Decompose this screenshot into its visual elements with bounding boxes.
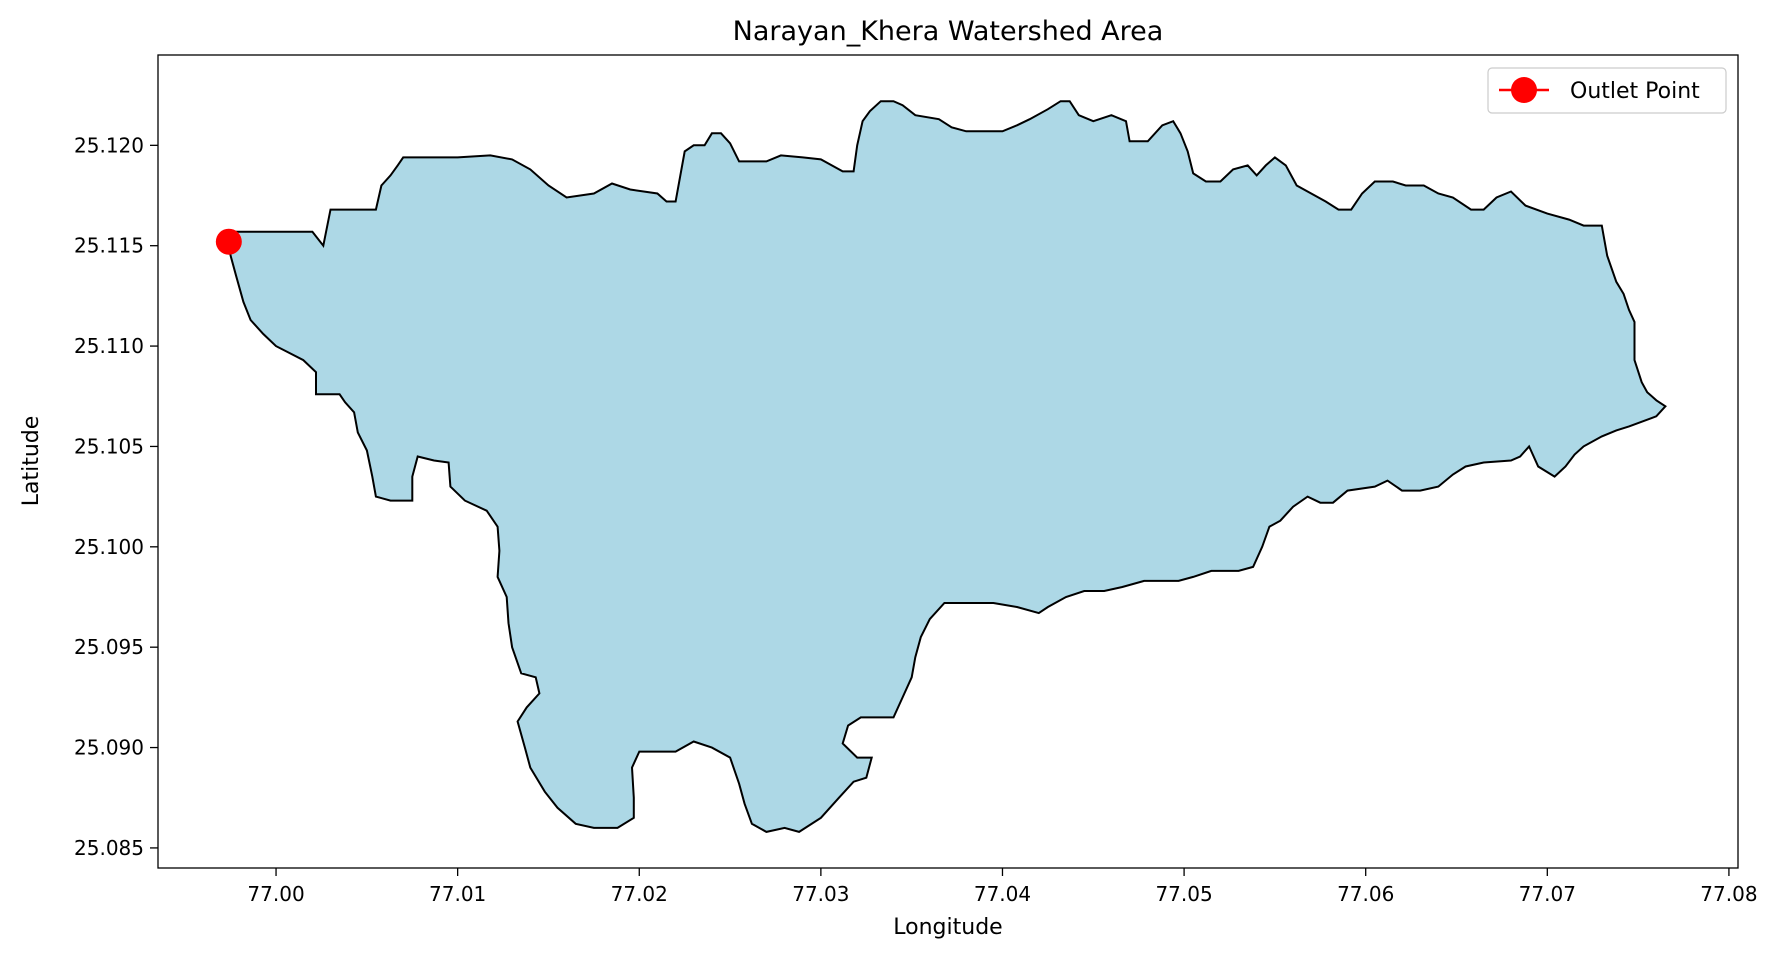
x-tick-label: 77.04 — [974, 882, 1031, 906]
outlet-point-marker — [215, 228, 242, 255]
plot-frame — [157, 54, 1739, 869]
y-tick-label: 25.085 — [74, 836, 144, 860]
legend-marker-swatch — [1511, 77, 1537, 103]
x-tick-label: 77.01 — [429, 882, 486, 906]
x-tick-label: 77.00 — [247, 882, 304, 906]
x-axis-label: Longitude — [893, 915, 1002, 940]
x-tick-label: 77.02 — [611, 882, 668, 906]
y-tick-label: 25.090 — [74, 736, 144, 760]
legend-box — [1487, 67, 1727, 114]
legend: Outlet Point — [1487, 67, 1727, 114]
x-tick-label: 77.05 — [1155, 882, 1212, 906]
plot-title: Narayan_Khera Watershed Area — [733, 16, 1164, 47]
watershed-polygon — [225, 100, 1667, 833]
y-axis-ticks: 25.085 25.090 25.095 25.100 25.105 25.110 25.1… — [74, 133, 158, 860]
y-tick-label: 25.105 — [74, 434, 144, 458]
plot-content — [215, 100, 1667, 833]
y-tick-label: 25.120 — [74, 133, 144, 157]
y-tick-label: 25.100 — [74, 535, 144, 559]
x-tick-label: 77.07 — [1519, 882, 1576, 906]
y-tick-label: 25.110 — [74, 334, 144, 358]
y-axis-label: Latitude — [19, 416, 44, 507]
x-axis-ticks: 77.00 77.01 77.02 77.03 77.04 77.05 77.06 77.07… — [247, 868, 1758, 906]
legend-label: Outlet Point — [1570, 79, 1700, 104]
y-tick-label: 25.115 — [74, 234, 144, 258]
y-tick-label: 25.095 — [74, 635, 144, 659]
x-tick-label: 77.03 — [792, 882, 849, 906]
x-tick-label: 77.06 — [1337, 882, 1394, 906]
x-tick-label: 77.08 — [1700, 882, 1757, 906]
